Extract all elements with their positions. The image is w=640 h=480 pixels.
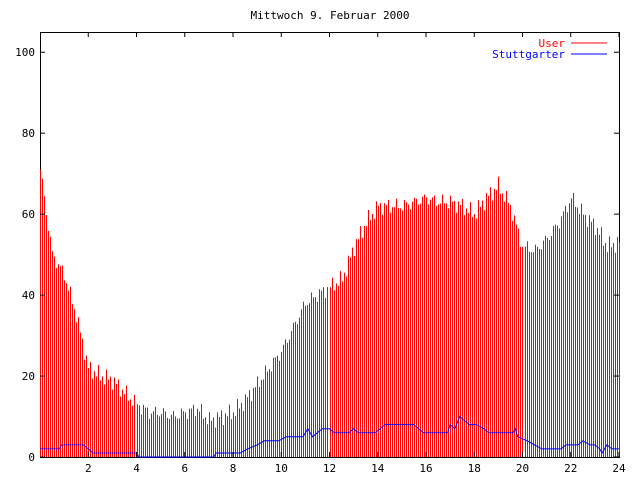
legend-label: User xyxy=(539,37,566,50)
y-tick-label: 80 xyxy=(22,127,35,140)
y-tick-label: 0 xyxy=(28,451,35,464)
x-tick-label: 2 xyxy=(85,462,92,475)
chart-title: Mittwoch 9. Februar 2000 xyxy=(251,9,410,22)
x-tick-label: 6 xyxy=(181,462,188,475)
y-tick-label: 100 xyxy=(15,46,35,59)
x-tick-label: 24 xyxy=(612,462,626,475)
x-tick-label: 18 xyxy=(468,462,481,475)
y-tick-label: 60 xyxy=(22,208,35,221)
x-tick-label: 12 xyxy=(323,462,336,475)
x-tick-label: 22 xyxy=(564,462,577,475)
x-tick-label: 16 xyxy=(419,462,432,475)
x-axis: 2 4 6 8 10 12 14 16 18 20 22 24 xyxy=(85,32,626,475)
x-tick-label: 8 xyxy=(230,462,237,475)
y-tick-label: 40 xyxy=(22,289,35,302)
x-tick-label: 14 xyxy=(371,462,385,475)
x-tick-label: 20 xyxy=(516,462,529,475)
legend-label: Stuttgarter xyxy=(492,48,565,61)
stuttgarter-line-group xyxy=(40,415,619,458)
x-tick-label: 10 xyxy=(275,462,288,475)
user-bars xyxy=(40,169,620,457)
stuttgarter-line xyxy=(40,415,619,458)
y-axis: 0 20 40 60 80 100 xyxy=(15,46,619,464)
y-tick-label: 20 xyxy=(22,370,35,383)
x-tick-label: 4 xyxy=(133,462,140,475)
